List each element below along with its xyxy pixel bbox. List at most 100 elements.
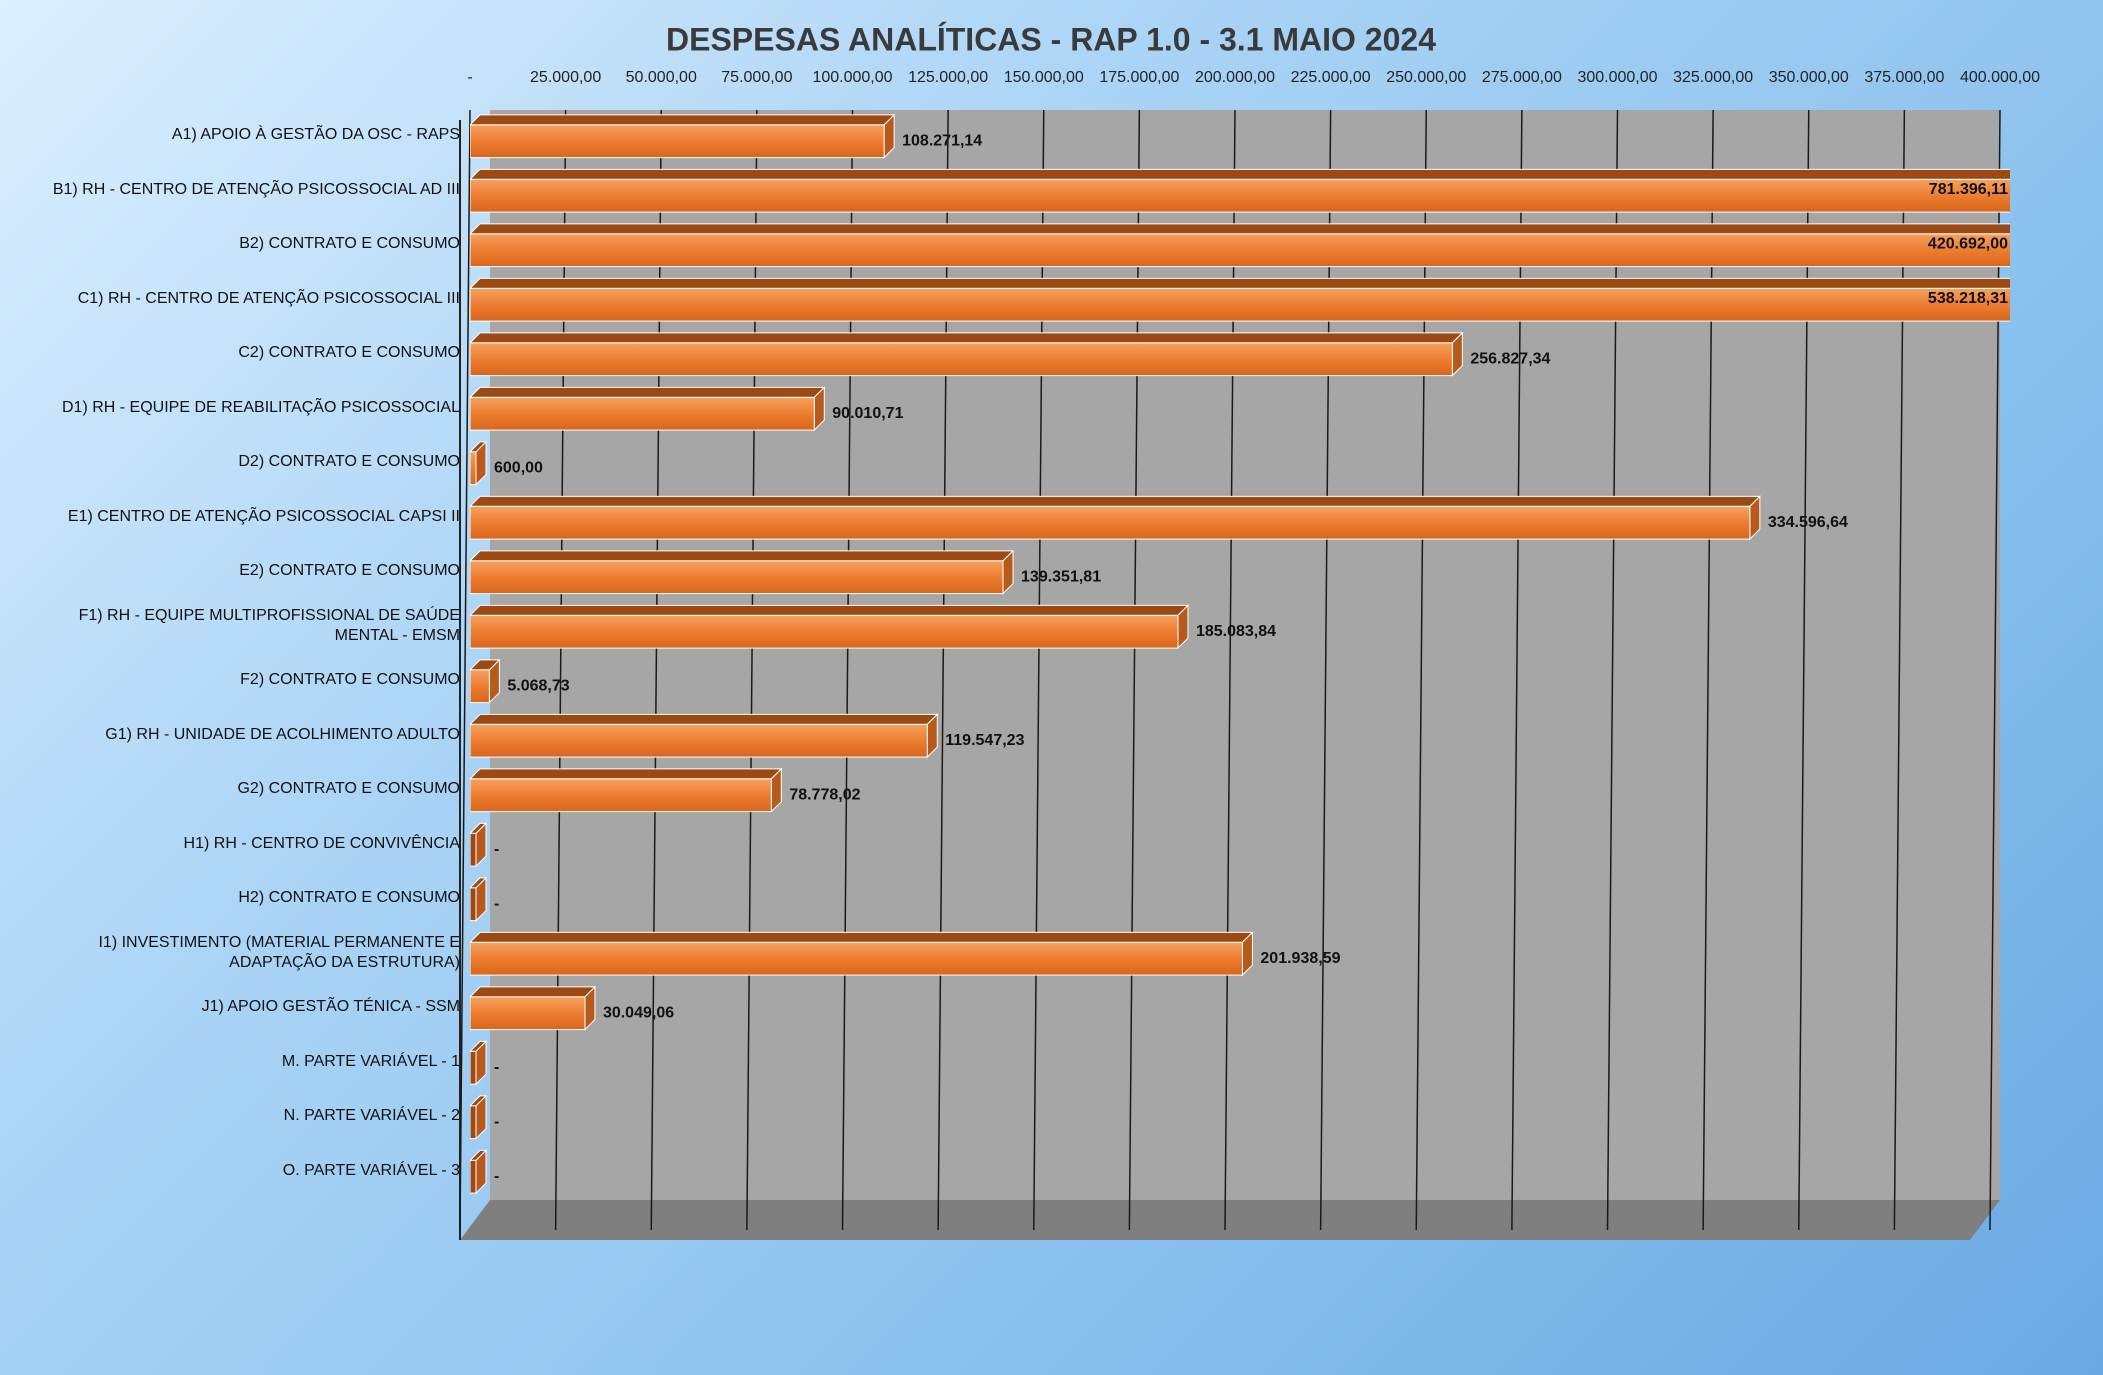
x-tick-label: 50.000,00 (626, 69, 697, 86)
bar-front (470, 778, 772, 813)
value-label: - (494, 1113, 499, 1130)
labels: - 25.000,00 50.000,00 75.000,00 100.000,00 12… (467, 69, 2040, 1185)
bar-front (470, 1159, 477, 1194)
x-tick-label: 225.000,00 (1291, 69, 1371, 86)
bar (470, 168, 2010, 213)
y-tick-label-box: D2) CONTRATO E CONSUMO (238, 453, 460, 471)
value-label: 781.396,11 (1929, 181, 2008, 198)
x-tick-label: 75.000,00 (721, 69, 792, 86)
y-tick-label-box: G2) CONTRATO E CONSUMO (237, 780, 460, 798)
value-label: 334.596,64 (1768, 514, 1848, 531)
y-tick-label-box: C2) CONTRATO E CONSUMO (238, 344, 460, 362)
bar-front (470, 832, 477, 867)
value-label: 201.938,59 (1260, 950, 1340, 967)
value-label: 538.218,31 (1928, 290, 2008, 307)
x-tick-label: 150.000,00 (1004, 69, 1084, 86)
grid-line (459, 109, 471, 1231)
bar (470, 658, 501, 704)
bar (470, 223, 2010, 268)
bar-top (470, 713, 939, 725)
bar (470, 822, 488, 868)
y-tick-label-box: H2) CONTRATO E CONSUMO (238, 889, 460, 907)
y-tick-label: O. PARTE VARIÁVEL - 3 (282, 1161, 460, 1179)
bar (470, 549, 1015, 595)
bar-front (470, 178, 2010, 213)
bar-front (470, 1105, 477, 1140)
y-tick-label-box: I1) INVESTIMENTO (MATERIAL PERMANENTE E … (98, 934, 460, 971)
y-tick-label: M. PARTE VARIÁVEL - 1 (281, 1052, 460, 1070)
bar-front (470, 505, 1751, 540)
y-tick-label: G2) CONTRATO E CONSUMO (237, 780, 460, 798)
y-tick-label-box: F1) RH - EQUIPE MULTIPROFISSIONAL DE SAÚ… (78, 606, 460, 644)
bar-top (470, 986, 597, 998)
bar-front (470, 1050, 477, 1085)
value-label: - (494, 895, 499, 912)
y-tick-label: N. PARTE VARIÁVEL - 2 (283, 1107, 460, 1125)
bar (470, 440, 488, 486)
y-tick-label: E2) CONTRATO E CONSUMO (239, 562, 460, 580)
bar-front (470, 887, 477, 922)
value-label: 30.049,06 (603, 1004, 674, 1021)
bar-top (470, 931, 1254, 943)
y-tick-label: H2) CONTRATO E CONSUMO (238, 889, 460, 907)
y-tick-label-box: B2) CONTRATO E CONSUMO (239, 235, 460, 253)
y-tick-label: F2) CONTRATO E CONSUMO (240, 671, 460, 689)
bar (470, 876, 488, 922)
y-tick-label: A1) APOIO À GESTÃO DA OSC - RAPS (171, 126, 460, 144)
y-tick-label: C2) CONTRATO E CONSUMO (238, 344, 460, 362)
y-tick-label: B2) CONTRATO E CONSUMO (239, 235, 460, 253)
x-tick-label: 250.000,00 (1386, 69, 1466, 86)
bar (470, 386, 826, 432)
bar-top (470, 550, 1015, 562)
x-tick-label: 25.000,00 (530, 69, 601, 86)
plot-floor (460, 1200, 2000, 1240)
y-tick-label-box: B1) RH - CENTRO DE ATENÇÃO PSICOSSOCIAL … (52, 180, 460, 198)
value-label: 90.010,71 (832, 405, 903, 422)
y-tick-label-box: F2) CONTRATO E CONSUMO (240, 671, 460, 689)
y-tick-label-box: E1) CENTRO DE ATENÇÃO PSICOSSOCIAL CAPSI… (67, 507, 460, 525)
y-tick-label-box: J1) APOIO GESTÃO TÉNICA - SSM (201, 998, 460, 1016)
y-tick-label: J1) APOIO GESTÃO TÉNICA - SSM (201, 998, 460, 1016)
bar (470, 277, 2010, 322)
x-tick-label: 275.000,00 (1482, 69, 1562, 86)
value-label: 119.547,23 (945, 732, 1024, 749)
y-tick-label: B1) RH - CENTRO DE ATENÇÃO PSICOSSOCIAL … (52, 180, 460, 198)
x-tick-label: 375.000,00 (1864, 69, 1944, 86)
bar-front (470, 124, 885, 159)
bar-top (470, 168, 2010, 180)
y-tick-label-box: E2) CONTRATO E CONSUMO (239, 562, 460, 580)
value-label: 420.692,00 (1928, 235, 2008, 252)
value-label: - (494, 1168, 499, 1185)
bar-front (470, 451, 477, 486)
y-tick-label-box: M. PARTE VARIÁVEL - 1 (281, 1052, 460, 1070)
y-tick-label: D2) CONTRATO E CONSUMO (238, 453, 460, 471)
bar (470, 113, 896, 159)
bar (470, 1149, 488, 1195)
bar-front (470, 396, 815, 431)
y-tick-label-box: N. PARTE VARIÁVEL - 2 (283, 1107, 460, 1125)
bar (470, 495, 1762, 541)
bar-front (470, 941, 1243, 976)
bar-top (470, 386, 826, 398)
y-tick-label-box: A1) APOIO À GESTÃO DA OSC - RAPS (171, 126, 460, 144)
y-tick-label-box: O. PARTE VARIÁVEL - 3 (282, 1161, 460, 1179)
y-tick-label: D1) RH - EQUIPE DE REABILITAÇÃO PSICOSSO… (61, 398, 460, 416)
bar-top (470, 604, 1190, 616)
x-tick-label: 125.000,00 (908, 69, 988, 86)
bar-front (470, 342, 1453, 377)
bar-top (470, 114, 896, 126)
value-label: 600,00 (494, 459, 543, 476)
y-tick-label-box: H1) RH - CENTRO DE CONVIVÊNCIA (184, 835, 460, 852)
bar (470, 1040, 488, 1086)
bar-top (470, 332, 1464, 344)
bar-front (470, 287, 2010, 322)
y-tick-label: F1) RH - EQUIPE MULTIPROFISSIONAL DE SAÚ… (78, 606, 460, 644)
bar-front (470, 669, 490, 704)
x-tick-label: 100.000,00 (812, 69, 892, 86)
x-tick-label: - (467, 69, 472, 86)
value-label: 139.351,81 (1021, 568, 1101, 585)
y-tick-label: E1) CENTRO DE ATENÇÃO PSICOSSOCIAL CAPSI… (67, 507, 460, 525)
value-label: 185.083,84 (1196, 623, 1276, 640)
value-label: - (494, 841, 499, 858)
bar (470, 604, 1190, 650)
